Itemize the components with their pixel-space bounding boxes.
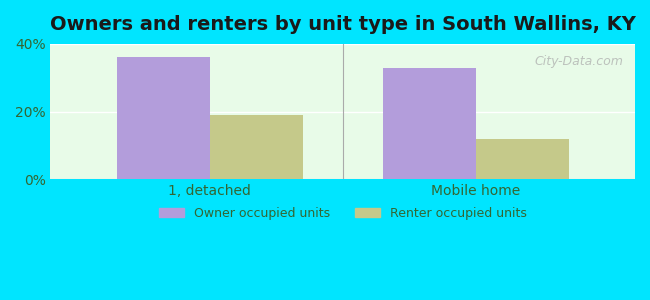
Text: City-Data.com: City-Data.com	[534, 55, 623, 68]
Bar	[117, 57, 210, 179]
Bar	[383, 68, 476, 179]
Legend: Owner occupied units, Renter occupied units: Owner occupied units, Renter occupied un…	[154, 202, 532, 225]
Title: Owners and renters by unit type in South Wallins, KY: Owners and renters by unit type in South…	[50, 15, 636, 34]
Bar	[476, 139, 569, 179]
Bar	[210, 115, 303, 179]
